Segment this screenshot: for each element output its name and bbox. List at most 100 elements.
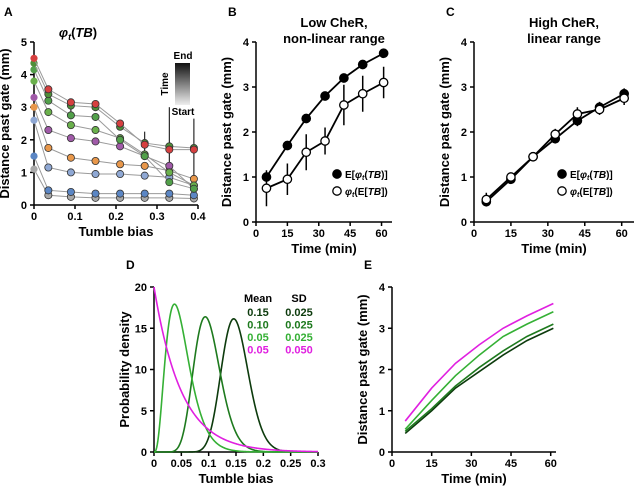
legend-suffix: )] <box>381 170 388 181</box>
x-tick-label: 0.2 <box>256 458 271 470</box>
data-point <box>30 116 38 124</box>
data-point <box>481 194 492 205</box>
data-point <box>165 161 174 170</box>
series-t9 <box>30 54 198 154</box>
legend-sub: t <box>577 192 580 199</box>
data-point <box>44 108 53 117</box>
panel-c: 0 15 30 45 60 0 1 2 3 4 Time (min) Distance past ga… <box>437 5 634 256</box>
density-curve <box>153 303 318 453</box>
data-point <box>140 189 149 198</box>
legend-prefix: E[ <box>570 170 581 181</box>
data-point <box>44 143 53 152</box>
x-tick-label: 0.1 <box>67 211 82 223</box>
table-mean-value: 0.10 <box>247 320 268 332</box>
legend-marker <box>557 186 567 196</box>
x-tick-label: 0 <box>389 458 395 470</box>
data-point <box>44 85 53 94</box>
data-point <box>116 160 125 169</box>
x-tick-label: 45 <box>344 228 356 240</box>
panel-b: 0 15 30 45 60 0 1 2 3 4 Time (min) Distance past ga… <box>219 5 392 256</box>
y-tick-label: 3 <box>243 82 249 94</box>
legend-sub: t <box>587 175 590 182</box>
data-point <box>116 189 125 198</box>
x-tick-label: 0.3 <box>149 211 164 223</box>
data-point <box>66 98 75 107</box>
panel-title-line: non-linear range <box>283 31 385 46</box>
x-tick-label: 15 <box>505 228 517 240</box>
time-gradient-bar <box>175 63 190 105</box>
legend-entry: φt(E[TB]) <box>570 187 613 199</box>
data-point <box>189 184 198 193</box>
panel-a: 0 0.1 0.2 0.3 0.4 0 1 2 3 4 5 Tumble bias Distance p… <box>0 5 207 239</box>
data-point <box>116 170 125 179</box>
data-point <box>378 77 389 88</box>
panel-label: A <box>4 5 13 19</box>
data-point <box>320 91 330 101</box>
data-point <box>619 93 630 104</box>
legend-phi: φ <box>355 170 362 181</box>
data-point <box>550 129 561 140</box>
legend-prefix: E[ <box>345 170 356 181</box>
x-tick-label: 0.15 <box>225 458 246 470</box>
y-tick-label: 4 <box>461 37 468 49</box>
data-point <box>66 168 75 177</box>
x-tick-label: 0 <box>31 211 37 223</box>
title-tb: TB <box>75 25 92 40</box>
data-point <box>301 147 312 158</box>
x-axis-label: Time (min) <box>521 241 587 256</box>
data-point <box>44 126 53 135</box>
legend-marker <box>557 169 567 179</box>
legend-sub: t <box>352 192 355 199</box>
y-tick-label: 0 <box>21 200 27 212</box>
x-tick-label: 0 <box>151 458 157 470</box>
series-filled <box>261 48 389 182</box>
data-point <box>339 100 349 110</box>
data-point <box>66 153 75 162</box>
legend-suffix: ]) <box>381 187 388 198</box>
series-line <box>33 80 195 186</box>
legend-phi: φ <box>570 187 577 198</box>
y-tick-label: 3 <box>379 323 385 335</box>
y-tick-label: 15 <box>135 323 147 335</box>
title-phi: φ <box>59 25 68 40</box>
data-point <box>66 187 75 196</box>
x-tick-label: 60 <box>375 228 387 240</box>
data-point <box>30 54 38 62</box>
data-point <box>44 163 53 172</box>
data-point <box>339 73 349 83</box>
series-line <box>404 327 554 435</box>
data-point <box>30 77 38 85</box>
x-tick-label: 30 <box>542 228 554 240</box>
data-point <box>282 140 293 151</box>
y-axis-label: Distance past gate (mm) <box>437 57 452 207</box>
x-tick-label: 30 <box>313 228 325 240</box>
data-point <box>165 145 174 154</box>
series-line <box>404 302 554 422</box>
table-sd-value: 0.050 <box>285 345 313 357</box>
data-point <box>91 112 100 121</box>
data-point <box>44 186 53 195</box>
data-point <box>116 135 125 144</box>
series-line <box>33 69 195 190</box>
series-open <box>261 66 389 207</box>
y-tick-label: 1 <box>243 172 249 184</box>
legend-suffix: )] <box>606 170 613 181</box>
data-point <box>189 145 198 154</box>
x-tick-label: 0 <box>471 228 477 240</box>
data-point <box>189 191 198 200</box>
x-tick-label: 30 <box>465 458 477 470</box>
data-point <box>140 152 149 161</box>
data-point <box>378 48 389 59</box>
table-header-mean: Mean <box>244 293 272 305</box>
legend-marker <box>332 186 342 196</box>
x-tick-label: 0.2 <box>108 211 123 223</box>
data-point <box>30 93 38 102</box>
x-tick-label: 60 <box>545 458 557 470</box>
legend-tb: TB <box>593 170 606 181</box>
table-sd-value: 0.025 <box>285 307 313 319</box>
table-sd-value: 0.025 <box>285 320 313 332</box>
legend-sub: t <box>362 175 365 182</box>
y-axis-label: Distance past gate (mm) <box>355 294 370 444</box>
x-axis-label: Tumble bias <box>79 224 154 239</box>
data-point <box>116 119 125 128</box>
